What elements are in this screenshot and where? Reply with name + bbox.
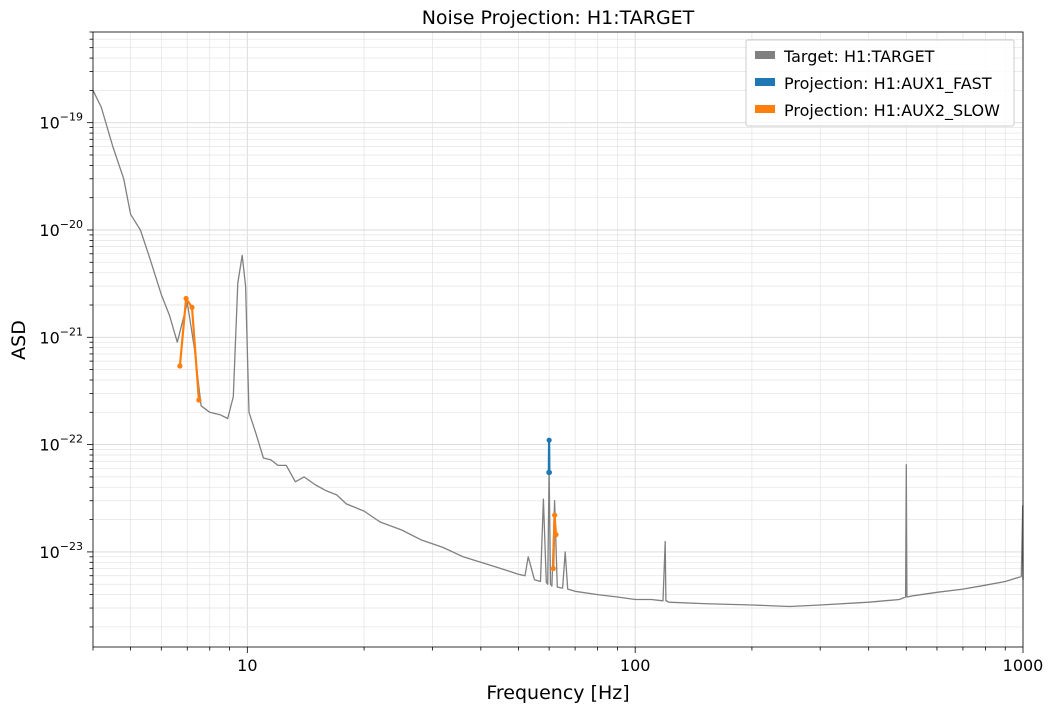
legend-label: Projection: H1:AUX2_SLOW — [784, 101, 1000, 121]
data-point — [550, 565, 556, 572]
data-point — [546, 469, 553, 476]
data-point — [553, 532, 559, 538]
legend-swatch — [755, 105, 775, 113]
data-point — [196, 397, 202, 403]
y-axis-label: ASD — [8, 320, 30, 360]
series-line-target-h1-target — [92, 90, 1024, 608]
data-point — [183, 295, 189, 302]
x-tick-label: 1000 — [1003, 656, 1044, 675]
legend-box — [745, 39, 1015, 127]
y-tick-label: 10−20 — [39, 218, 83, 240]
legend-label: Projection: H1:AUX1_FAST — [784, 74, 992, 94]
y-tick-label: 10−21 — [39, 325, 83, 347]
data-point — [177, 363, 183, 369]
x-axis-label: Frequency [Hz] — [486, 682, 629, 704]
series-layer — [92, 90, 1024, 608]
axis-ticks: 10 100 1000 10−23 10−22 10−21 10−20 10−19 — [39, 31, 1044, 675]
data-point — [552, 512, 558, 518]
x-tick-label: 100 — [620, 656, 651, 675]
legend-swatch — [755, 51, 775, 59]
data-point — [546, 437, 552, 443]
legend-swatch — [755, 78, 775, 86]
y-tick-label: 10−22 — [39, 433, 83, 455]
series-line-projection-h1-aux2-slow — [178, 297, 200, 401]
series-line-projection-h1-aux1-fast — [547, 439, 551, 473]
plot-frame — [92, 31, 1024, 648]
legend: Target: H1:TARGET Projection: H1:AUX1_FAS… — [745, 39, 1015, 127]
y-tick-label: 10−23 — [39, 540, 83, 562]
data-point — [189, 304, 195, 310]
y-tick-label: 10−19 — [39, 111, 83, 133]
x-tick-label: 10 — [237, 656, 257, 675]
grid — [92, 31, 1024, 647]
legend-label: Target: H1:TARGET — [783, 47, 935, 66]
chart-title: Noise Projection: H1:TARGET — [422, 7, 695, 29]
